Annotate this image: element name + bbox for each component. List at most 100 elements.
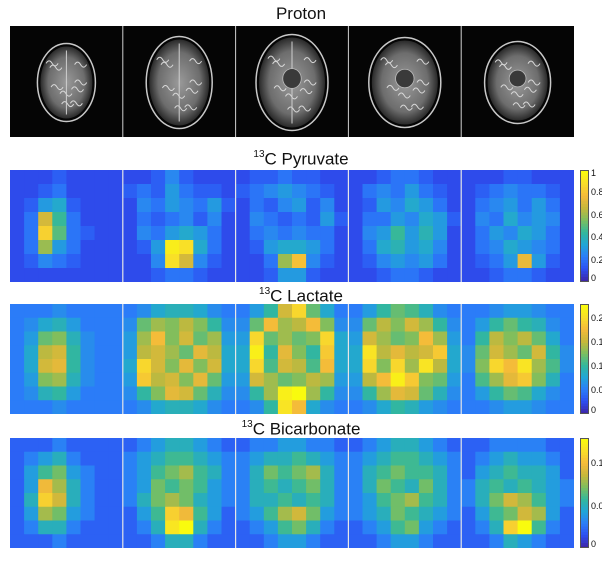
bicarbonate-voxel bbox=[122, 493, 138, 508]
lactate-voxel bbox=[221, 345, 237, 360]
colorbar-segment bbox=[580, 534, 589, 538]
bicarbonate-voxel bbox=[292, 493, 307, 508]
bicarbonate-voxel bbox=[376, 465, 392, 480]
bicarbonate-voxel bbox=[10, 479, 25, 494]
bicarbonate-voxel bbox=[136, 465, 152, 480]
colorbar-segment bbox=[580, 175, 589, 179]
pyruvate-voxel bbox=[249, 198, 265, 213]
pyruvate-slice bbox=[10, 170, 124, 282]
bicarbonate-voxel bbox=[418, 479, 434, 494]
bicarbonate-voxel bbox=[24, 465, 39, 480]
pyruvate-slice bbox=[461, 170, 574, 282]
colorbar-segment bbox=[580, 446, 589, 450]
lactate-voxel bbox=[263, 317, 279, 333]
pyruvate-voxel bbox=[559, 226, 574, 241]
bicarbonate-voxel bbox=[108, 438, 124, 453]
pyruvate-voxel bbox=[390, 184, 406, 199]
bicarbonate-voxel bbox=[66, 451, 82, 467]
pyruvate-voxel bbox=[193, 198, 208, 213]
gyrus-line bbox=[500, 84, 514, 91]
lactate-voxel bbox=[433, 331, 448, 346]
bicarbonate-voxel bbox=[277, 493, 293, 508]
pyruvate-voxel bbox=[151, 226, 166, 241]
lactate-voxel bbox=[151, 345, 166, 360]
lactate-voxel bbox=[475, 317, 490, 333]
colorbar-segment bbox=[580, 353, 589, 357]
gyrus-line bbox=[386, 84, 400, 91]
pyruvate-voxel bbox=[80, 184, 96, 199]
pyruvate-voxel bbox=[179, 254, 194, 269]
bicarbonate-voxel bbox=[461, 479, 476, 494]
colorbar-segment bbox=[580, 331, 589, 335]
lactate-voxel bbox=[38, 304, 53, 319]
colorbar-segment bbox=[580, 334, 589, 338]
proton-slice bbox=[255, 33, 329, 132]
bicarbonate-voxel bbox=[108, 493, 124, 508]
colorbar-segment bbox=[580, 403, 589, 407]
lactate-voxel bbox=[235, 386, 251, 401]
bicarbonate-voxel bbox=[249, 465, 265, 480]
bicarbonate-voxel bbox=[531, 465, 547, 480]
pyruvate-voxel bbox=[404, 170, 420, 185]
bicarbonate-voxel bbox=[517, 451, 533, 467]
lactate-voxel bbox=[66, 372, 82, 388]
bicarbonate-voxel bbox=[165, 438, 180, 453]
colorbar-segment bbox=[580, 186, 589, 191]
gyrus-line bbox=[397, 92, 411, 99]
bicarbonate-voxel bbox=[362, 451, 378, 467]
bicarbonate-voxel bbox=[306, 506, 321, 522]
lactate-voxel bbox=[52, 331, 67, 346]
colorbar-segment bbox=[580, 359, 589, 363]
lactate-voxel bbox=[136, 359, 152, 374]
colorbar-segment bbox=[580, 220, 589, 224]
lactate-voxel bbox=[94, 317, 110, 333]
bicarbonate-voxel bbox=[263, 438, 279, 453]
bicarbonate-voxel bbox=[108, 520, 124, 535]
pyruvate-voxel bbox=[207, 254, 223, 269]
pyruvate-voxel bbox=[531, 184, 547, 199]
gyrus-line bbox=[50, 84, 64, 91]
bicarbonate-voxel bbox=[52, 534, 67, 548]
bicarbonate-voxel bbox=[376, 506, 392, 522]
colorbar-segment bbox=[580, 206, 589, 210]
pyruvate-voxel bbox=[503, 198, 519, 213]
bicarbonate-voxel bbox=[122, 451, 138, 467]
pyruvate-voxel bbox=[136, 268, 152, 282]
lactate-voxel bbox=[151, 331, 166, 346]
bicarbonate-voxel bbox=[362, 534, 378, 548]
lactate-voxel bbox=[404, 304, 420, 319]
bicarbonate-voxel bbox=[320, 451, 335, 467]
bicarbonate-voxel bbox=[235, 465, 251, 480]
bicarbonate-voxel bbox=[348, 520, 364, 535]
lactate-voxel bbox=[348, 400, 364, 414]
bicarbonate-voxel bbox=[306, 438, 321, 453]
pyruvate-voxel bbox=[404, 268, 420, 282]
pyruvate-voxel bbox=[559, 212, 574, 227]
pyruvate-voxel bbox=[193, 226, 208, 241]
pyruvate-voxel bbox=[503, 212, 519, 227]
bicarbonate-voxel bbox=[80, 493, 96, 508]
bicarbonate-voxel bbox=[277, 465, 293, 480]
proton-title: Proton bbox=[0, 4, 602, 24]
bicarbonate-voxel bbox=[38, 520, 53, 535]
lactate-colorbar-tick: 0 bbox=[591, 405, 597, 415]
bicarbonate-voxel bbox=[179, 506, 194, 522]
pyruvate-voxel bbox=[249, 240, 265, 255]
pyruvate-voxel bbox=[545, 212, 561, 227]
pyruvate-voxel bbox=[362, 198, 378, 213]
lactate-voxel bbox=[559, 345, 574, 360]
bicarbonate-voxel bbox=[24, 451, 39, 467]
pyruvate-voxel bbox=[193, 240, 208, 255]
colorbar-segment bbox=[580, 462, 589, 466]
lactate-voxel bbox=[545, 400, 561, 414]
pyruvate-voxel bbox=[320, 212, 335, 227]
pyruvate-voxel bbox=[80, 212, 96, 227]
pyruvate-voxel bbox=[38, 240, 53, 255]
lactate-voxel bbox=[390, 386, 406, 401]
pyruvate-voxel bbox=[207, 212, 223, 227]
lactate-voxel bbox=[390, 331, 406, 346]
bicarbonate-voxel bbox=[249, 520, 265, 535]
lactate-voxel bbox=[221, 331, 237, 346]
bicarbonate-voxel bbox=[461, 520, 476, 535]
pyruvate-voxel bbox=[517, 198, 533, 213]
